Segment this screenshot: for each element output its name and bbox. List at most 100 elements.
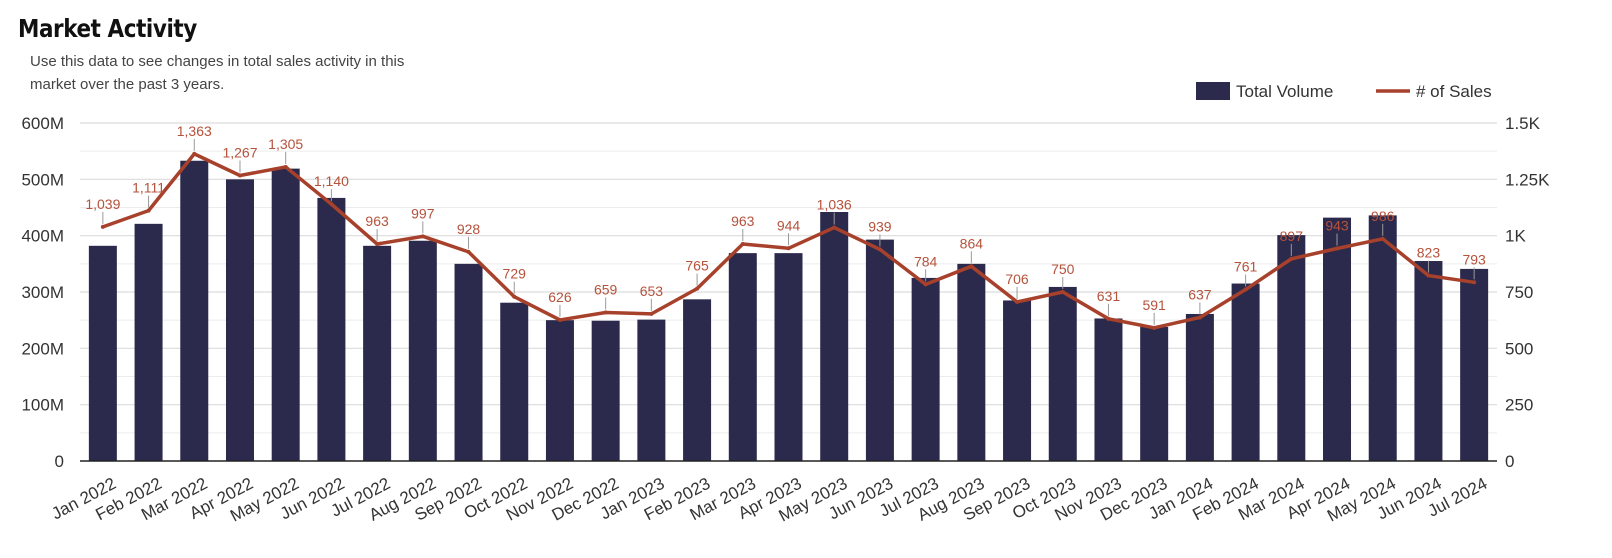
sales-point bbox=[512, 294, 517, 299]
legend-label-sales: # of Sales bbox=[1416, 82, 1492, 101]
sales-point bbox=[923, 282, 928, 287]
y-right-tick-label: 250 bbox=[1505, 396, 1533, 415]
y-left-tick-label: 0 bbox=[55, 452, 64, 471]
sales-point bbox=[1472, 280, 1477, 285]
sales-data-label: 939 bbox=[868, 218, 892, 234]
sales-point bbox=[100, 224, 105, 229]
y-left-tick-label: 600M bbox=[21, 114, 64, 133]
sales-point bbox=[649, 311, 654, 316]
sales-data-label: 823 bbox=[1417, 245, 1441, 261]
chart-title: Market Activity bbox=[18, 14, 197, 43]
sales-point bbox=[877, 247, 882, 252]
volume-bar bbox=[225, 179, 254, 462]
sales-data-label: 928 bbox=[457, 221, 481, 237]
sales-data-label: 653 bbox=[640, 283, 664, 299]
sales-point bbox=[1060, 290, 1065, 294]
sales-point bbox=[1197, 315, 1202, 320]
sales-point bbox=[466, 249, 471, 254]
sales-point bbox=[329, 202, 334, 207]
sales-data-label: 986 bbox=[1371, 208, 1395, 224]
sales-point bbox=[969, 264, 974, 269]
sales-point bbox=[832, 225, 837, 230]
sales-point bbox=[283, 164, 288, 169]
volume-bar bbox=[180, 160, 209, 461]
volume-bar bbox=[88, 245, 117, 461]
sales-data-label: 659 bbox=[594, 282, 618, 298]
y-right-tick-label: 1.25K bbox=[1505, 170, 1550, 189]
sales-point bbox=[786, 246, 791, 251]
volume-bar bbox=[363, 245, 392, 461]
sales-data-label: 793 bbox=[1462, 251, 1486, 267]
volume-bar bbox=[1368, 215, 1397, 461]
sales-data-label: 626 bbox=[548, 289, 572, 305]
sales-data-label: 637 bbox=[1188, 286, 1212, 302]
sales-point bbox=[603, 310, 608, 315]
sales-data-label: 1,363 bbox=[177, 123, 212, 139]
sales-data-label: 1,140 bbox=[314, 173, 349, 189]
volume-bar bbox=[1460, 268, 1489, 461]
volume-bar bbox=[591, 320, 620, 461]
sales-data-label: 729 bbox=[503, 266, 527, 282]
y-right-tick-label: 1K bbox=[1505, 227, 1526, 246]
sales-point bbox=[695, 286, 700, 291]
sales-data-label: 1,267 bbox=[222, 145, 257, 161]
volume-bar bbox=[774, 253, 803, 461]
sales-point bbox=[237, 173, 242, 178]
sales-data-label: 706 bbox=[1005, 271, 1029, 287]
sales-point bbox=[1335, 246, 1340, 251]
y-left-tick-label: 200M bbox=[21, 339, 64, 358]
sales-point bbox=[1243, 287, 1248, 292]
sales-data-label: 864 bbox=[960, 235, 984, 251]
volume-bar bbox=[1231, 283, 1260, 461]
sales-data-label: 1,305 bbox=[268, 136, 303, 152]
volume-bar bbox=[500, 302, 529, 461]
sales-point bbox=[557, 317, 562, 322]
y-left-tick-label: 500M bbox=[21, 170, 64, 189]
y-left-tick-label: 400M bbox=[21, 227, 64, 246]
volume-bar bbox=[911, 277, 940, 461]
chart-subtitle: Use this data to see changes in total sa… bbox=[30, 53, 405, 93]
sales-data-label: 1,036 bbox=[817, 197, 852, 213]
sales-line-series bbox=[100, 151, 1477, 330]
sales-data-label: 963 bbox=[731, 213, 755, 229]
volume-bar bbox=[454, 263, 483, 461]
y-left-tick-label: 100M bbox=[21, 396, 64, 415]
volume-bar bbox=[271, 168, 300, 461]
sales-data-label: 963 bbox=[365, 213, 389, 229]
volume-bar bbox=[1185, 313, 1214, 461]
sales-data-label: 997 bbox=[411, 205, 435, 221]
y-right-tick-label: 0 bbox=[1505, 452, 1514, 471]
volume-bar bbox=[1048, 286, 1077, 461]
sales-point bbox=[1426, 273, 1431, 278]
sales-point bbox=[740, 242, 745, 247]
sales-point bbox=[1152, 325, 1157, 330]
volume-bar bbox=[134, 223, 163, 461]
volume-bar bbox=[1140, 326, 1169, 461]
sales-data-label: 943 bbox=[1325, 218, 1349, 234]
volume-bar bbox=[865, 239, 894, 461]
sales-point bbox=[1106, 316, 1111, 321]
sales-data-label: 761 bbox=[1234, 259, 1258, 275]
sales-point bbox=[375, 242, 380, 247]
sales-data-label: 784 bbox=[914, 253, 938, 269]
volume-bar bbox=[408, 240, 437, 461]
y-right-tick-label: 500 bbox=[1505, 339, 1533, 358]
volume-bars bbox=[88, 160, 1489, 462]
legend-swatch-volume bbox=[1196, 82, 1230, 100]
sales-data-labels: 1,039 1,111 1,363 1,267 1,305 1,140 963 997 928 7… bbox=[85, 123, 1486, 325]
volume-bar bbox=[317, 197, 346, 461]
sales-point bbox=[146, 208, 151, 213]
sales-data-label: 1,111 bbox=[132, 180, 165, 196]
y-left-tick-label: 300M bbox=[21, 283, 64, 302]
volume-bar bbox=[1003, 300, 1032, 461]
volume-bar bbox=[637, 319, 666, 461]
sales-point bbox=[1289, 256, 1294, 261]
volume-bar bbox=[1323, 217, 1352, 461]
sales-data-label: 750 bbox=[1051, 261, 1075, 277]
volume-bar bbox=[820, 212, 849, 461]
volume-bar bbox=[545, 320, 574, 461]
sales-point bbox=[1015, 299, 1020, 304]
legend-label-volume: Total Volume bbox=[1236, 82, 1333, 101]
sales-data-label: 944 bbox=[777, 217, 801, 233]
legend: Total Volume # of Sales bbox=[1196, 82, 1492, 101]
